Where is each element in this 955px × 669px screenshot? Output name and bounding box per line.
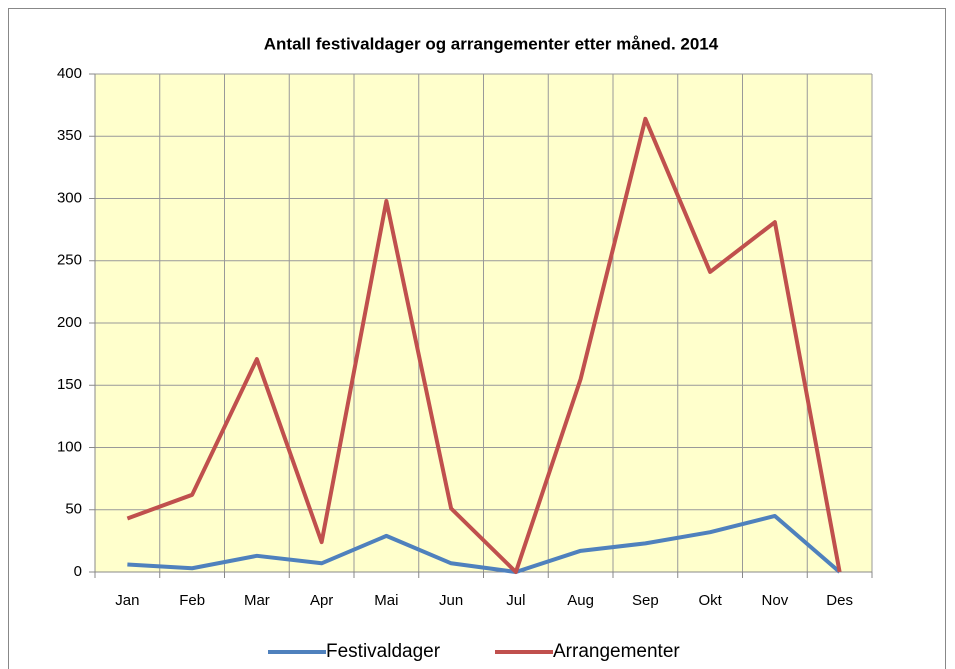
series-line: [127, 513, 841, 574]
series-line: [126, 116, 842, 574]
x-tick-label: Des: [826, 592, 853, 609]
x-tick-label: Jan: [115, 592, 139, 609]
x-tick-label: Mar: [244, 592, 270, 609]
y-tick-label: 250: [57, 252, 82, 269]
y-tick-label: 100: [57, 438, 82, 455]
x-tick-label: Feb: [179, 592, 205, 609]
y-tick-label: 0: [74, 563, 82, 580]
legend-label: Festivaldager: [326, 641, 441, 662]
y-tick-label: 150: [57, 376, 82, 393]
x-tick-label: Okt: [698, 592, 722, 609]
legend-label: Arrangementer: [553, 641, 680, 662]
x-tick-label: Apr: [310, 592, 333, 609]
y-tick-label: 300: [57, 189, 82, 206]
x-tick-label: Jul: [506, 592, 525, 609]
x-tick-label: Sep: [632, 592, 659, 609]
y-tick-label: 400: [57, 65, 82, 82]
y-tick-label: 50: [65, 501, 82, 518]
chart-title: Antall festivaldager og arrangementer et…: [264, 34, 719, 53]
x-tick-label: Mai: [374, 592, 398, 609]
x-tick-label: Nov: [762, 592, 789, 609]
x-tick-label: Aug: [567, 592, 594, 609]
y-tick-label: 200: [57, 314, 82, 331]
x-tick-label: Jun: [439, 592, 463, 609]
y-tick-label: 350: [57, 127, 82, 144]
